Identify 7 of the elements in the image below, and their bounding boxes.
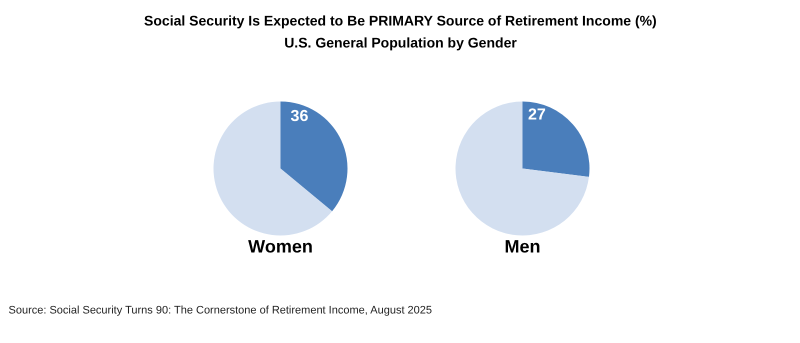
text: Men bbox=[504, 236, 540, 256]
text: U.S. General Population by Gender bbox=[284, 34, 518, 50]
data-label: 27 bbox=[528, 106, 546, 124]
text: Women bbox=[248, 236, 313, 256]
data-label: 36 bbox=[290, 108, 308, 125]
text: Social Security Is Expected to Be PRIMARY Source of Retirement Income (%) bbox=[144, 12, 657, 28]
source-note: Source: Social Security Turns 90: The Cornerstone of Retirement Income, August 2025 bbox=[8, 304, 432, 316]
